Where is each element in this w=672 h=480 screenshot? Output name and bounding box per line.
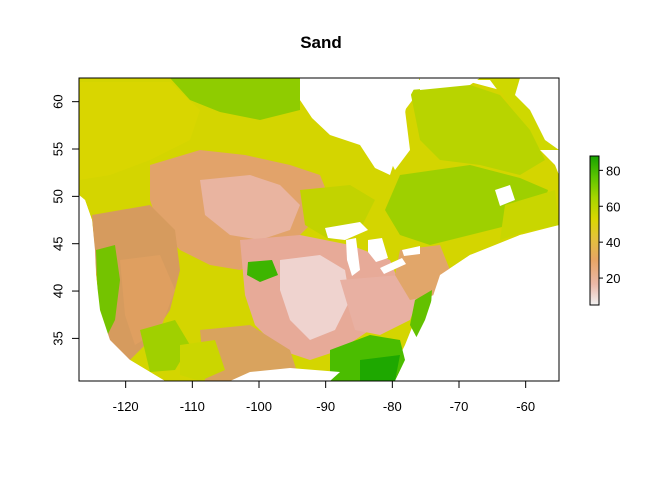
lake-michigan: [346, 238, 360, 276]
boreal-green-zone: [170, 78, 300, 120]
northwest-yellow-zone: [79, 82, 200, 180]
labrador-sea: [515, 78, 559, 150]
land-base: [79, 78, 559, 150]
legend-tick-label: 20: [606, 271, 620, 286]
y-axis: 35 40 45 50 55 60: [51, 94, 79, 346]
x-tick-label: -100: [246, 399, 272, 414]
x-tick-label: -80: [383, 399, 402, 414]
map-title: Sand: [300, 33, 342, 52]
maritime-yellow: [500, 190, 559, 240]
arctic-water-north: [420, 78, 480, 90]
gulf-of-mexico: [230, 368, 340, 381]
x-tick-label: -70: [450, 399, 469, 414]
legend-tick-label: 60: [606, 199, 620, 214]
legend-tick-label: 80: [606, 163, 620, 178]
southwest-green-spots: [140, 320, 190, 372]
y-tick-label: 50: [51, 189, 66, 203]
sand-raster: [79, 78, 559, 381]
legend-tick-label: 40: [606, 235, 620, 250]
northeast-coast-green: [410, 290, 432, 340]
central-very-low-sand: [280, 255, 350, 340]
texas-yellow: [180, 340, 225, 381]
texas-orange: [200, 325, 300, 381]
color-legend: 20 40 60 80: [589, 155, 620, 306]
atlantic-ocean: [395, 228, 559, 381]
great-basin-orange: [120, 255, 175, 345]
legend-ticks: 20 40 60 80: [599, 163, 620, 286]
y-tick-label: 35: [51, 331, 66, 345]
x-tick-label: -90: [316, 399, 335, 414]
x-axis: -120 -110 -100 -90 -80 -70 -60: [113, 381, 535, 414]
north-plains-pink: [200, 175, 300, 240]
hudson-east-green: [410, 85, 545, 175]
plot-frame: [78, 77, 560, 382]
y-tick-label: 60: [51, 94, 66, 108]
lake-huron: [368, 238, 388, 262]
florida-coast-green: [360, 355, 400, 381]
gulf-st-lawrence: [495, 185, 515, 206]
x-tick-label: -120: [113, 399, 139, 414]
x-tick-label: -110: [180, 399, 205, 414]
y-tick-label: 40: [51, 284, 66, 298]
sandhills-green: [247, 260, 278, 282]
y-tick-label: 55: [51, 142, 66, 156]
hudson-bay: [300, 78, 420, 175]
lake-superior: [325, 222, 368, 240]
lake-erie: [380, 258, 406, 274]
legend-colorbar: [589, 155, 600, 306]
ohio-pink: [340, 275, 420, 335]
pacific-ocean: [79, 195, 165, 381]
x-tick-label: -60: [516, 399, 535, 414]
lake-ontario: [402, 246, 420, 256]
y-tick-label: 45: [51, 236, 66, 250]
